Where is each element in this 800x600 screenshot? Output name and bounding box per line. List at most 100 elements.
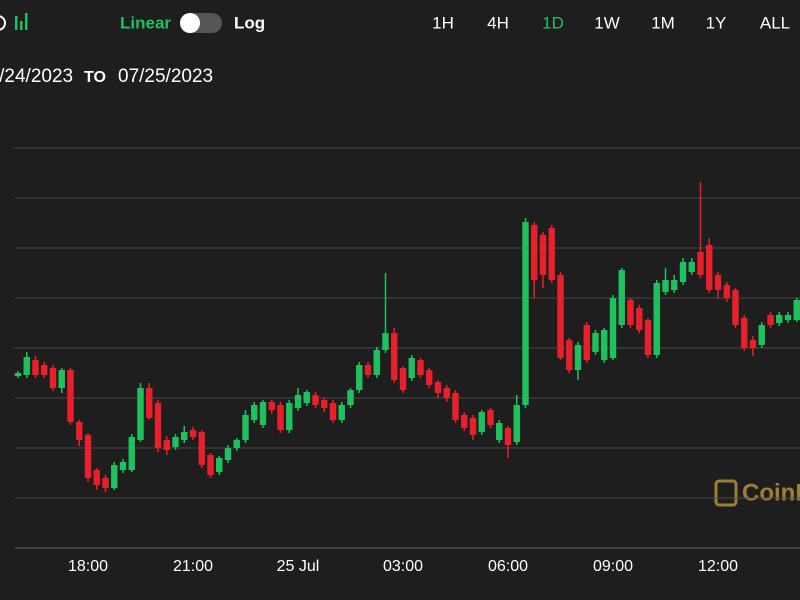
candle-body bbox=[557, 275, 564, 358]
candle-body bbox=[417, 360, 424, 375]
candle-body bbox=[697, 252, 704, 275]
candle-body bbox=[504, 428, 512, 445]
candle-body bbox=[312, 395, 319, 405]
range-button[interactable]: 4H bbox=[487, 13, 509, 32]
toolbar: Linear Log bbox=[0, 13, 265, 33]
scale-log[interactable]: Log bbox=[234, 13, 265, 32]
candle-body bbox=[207, 455, 214, 475]
candle-body bbox=[58, 370, 65, 388]
candle-body bbox=[496, 423, 503, 440]
candle-body bbox=[294, 395, 302, 408]
candle-body bbox=[373, 350, 380, 375]
candle-body bbox=[443, 388, 450, 398]
candle-body bbox=[216, 458, 223, 472]
candle-body bbox=[531, 225, 538, 280]
candle-body bbox=[49, 368, 57, 388]
candle-body bbox=[251, 405, 258, 420]
candle-body bbox=[636, 308, 643, 330]
candle-body bbox=[627, 300, 634, 325]
candle-body bbox=[338, 405, 345, 420]
x-tick-label: 21:00 bbox=[173, 558, 213, 575]
candle-body bbox=[784, 315, 792, 320]
candle-body bbox=[391, 333, 398, 380]
candle-body bbox=[741, 318, 748, 348]
candle-body bbox=[321, 400, 328, 408]
candle-body bbox=[399, 368, 407, 390]
x-tick-label: 09:00 bbox=[593, 558, 633, 575]
candle-body bbox=[198, 432, 205, 465]
candle-body bbox=[23, 357, 30, 375]
candle-body bbox=[513, 405, 520, 442]
candle-body bbox=[277, 405, 284, 430]
candle-body bbox=[163, 440, 170, 450]
candle-body bbox=[539, 235, 547, 275]
chart-type-icon[interactable] bbox=[0, 15, 6, 31]
candles bbox=[14, 182, 800, 492]
candle-body bbox=[452, 393, 459, 420]
range-button[interactable]: 1Y bbox=[706, 13, 727, 32]
grid bbox=[15, 147, 800, 549]
date-range: 07/24/2023 TO 07/25/2023 bbox=[0, 66, 213, 87]
candle-body bbox=[793, 300, 800, 320]
candle-body bbox=[592, 333, 599, 352]
candle-body bbox=[172, 437, 179, 447]
candle-body bbox=[574, 345, 582, 370]
range-buttons: 1H 4H 1D 1W 1M 1Y ALL bbox=[432, 13, 790, 32]
candle-body bbox=[548, 228, 555, 280]
candle-body bbox=[32, 360, 39, 375]
candle-body bbox=[146, 388, 153, 418]
candle-body bbox=[706, 245, 713, 290]
scale-toggle[interactable] bbox=[180, 13, 222, 33]
candle-body bbox=[154, 403, 162, 448]
candle-body bbox=[487, 410, 494, 425]
candle-body bbox=[233, 440, 240, 448]
x-tick-label: 12:00 bbox=[698, 558, 738, 575]
range-button[interactable]: 1D bbox=[542, 13, 564, 32]
candle-body bbox=[478, 412, 485, 432]
candle-body bbox=[347, 390, 354, 405]
candle-body bbox=[461, 415, 468, 428]
candle-body bbox=[189, 430, 197, 437]
candle-body bbox=[41, 365, 48, 375]
x-tick-label: 03:00 bbox=[383, 558, 423, 575]
x-tick-label: 06:00 bbox=[488, 558, 528, 575]
candle-body bbox=[137, 388, 144, 440]
candle-body bbox=[522, 222, 529, 405]
candle-body bbox=[329, 403, 337, 420]
candle-body bbox=[723, 285, 730, 298]
candle-body bbox=[776, 315, 783, 323]
candle-body bbox=[382, 333, 389, 350]
candle-body bbox=[469, 418, 477, 435]
candle-body bbox=[128, 437, 135, 470]
date-to: 07/25/2023 bbox=[118, 66, 213, 87]
candle-body bbox=[181, 432, 188, 440]
x-axis: 18:00 21:00 25 Jul 03:00 06:00 09:00 12:00 bbox=[68, 558, 738, 575]
range-button[interactable]: 1M bbox=[651, 13, 675, 32]
range-button[interactable]: ALL bbox=[760, 13, 790, 32]
candle-body bbox=[426, 370, 433, 385]
candle-body bbox=[609, 298, 617, 358]
candle-body bbox=[601, 330, 608, 360]
candle-body bbox=[767, 315, 774, 325]
candle-body bbox=[102, 478, 109, 488]
candle-body bbox=[303, 392, 310, 403]
candle-body bbox=[76, 422, 83, 440]
candle-body bbox=[618, 270, 625, 325]
range-button[interactable]: 1H bbox=[432, 13, 454, 32]
candle-body bbox=[119, 462, 127, 470]
bars-icon[interactable] bbox=[15, 13, 28, 30]
candle-body bbox=[644, 320, 652, 355]
candle-body bbox=[688, 262, 695, 272]
candle-body bbox=[662, 280, 669, 292]
date-from: 07/24/2023 bbox=[0, 66, 73, 87]
candle-body bbox=[671, 280, 678, 290]
candle-body bbox=[93, 470, 100, 485]
scale-linear[interactable]: Linear bbox=[120, 13, 171, 32]
range-button[interactable]: 1W bbox=[594, 13, 620, 32]
candle-body bbox=[268, 402, 275, 410]
candle-body bbox=[566, 340, 573, 370]
candle-body bbox=[749, 340, 757, 348]
candle-body bbox=[714, 275, 722, 290]
candle-body bbox=[259, 402, 267, 425]
